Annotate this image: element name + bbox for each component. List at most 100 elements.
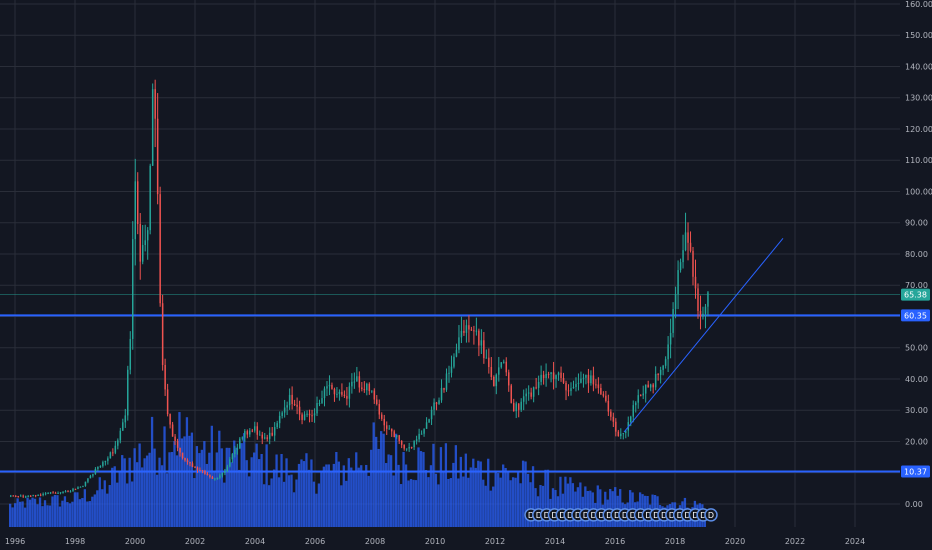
volume-bar bbox=[332, 463, 335, 527]
candle-body bbox=[92, 474, 94, 476]
candle-body bbox=[368, 383, 371, 392]
dividend-marker-label: D bbox=[677, 511, 683, 520]
y-tick-label: 20.00 bbox=[905, 437, 928, 446]
dividend-marker-label: D bbox=[575, 511, 581, 520]
candle-body bbox=[540, 374, 542, 382]
candle-body bbox=[114, 445, 117, 453]
candle-body bbox=[199, 469, 201, 471]
candle-body bbox=[647, 384, 649, 388]
candle-body bbox=[216, 477, 219, 479]
candle-body bbox=[127, 369, 129, 416]
candle-body bbox=[268, 432, 271, 439]
trend-line[interactable] bbox=[623, 238, 784, 433]
x-tick-label: 2014 bbox=[545, 537, 565, 546]
volume-bar bbox=[38, 497, 42, 527]
candle-body bbox=[704, 306, 707, 314]
candle-body bbox=[478, 330, 480, 346]
candle-body bbox=[72, 488, 74, 492]
y-tick-label: 160.00 bbox=[905, 0, 932, 9]
candle-body bbox=[570, 388, 572, 392]
candle-body bbox=[346, 396, 348, 399]
candle-body bbox=[580, 378, 582, 383]
trend-line-layer[interactable] bbox=[623, 238, 784, 433]
price-badge: 10.37 bbox=[901, 465, 930, 478]
candle-body bbox=[667, 344, 669, 360]
dividend-marker-label: D bbox=[645, 511, 651, 520]
candle-body bbox=[637, 395, 639, 403]
volume-bar bbox=[230, 462, 233, 527]
dividend-marker-label: D bbox=[630, 511, 636, 520]
candle-body bbox=[37, 494, 39, 496]
x-tick-label: 2018 bbox=[665, 537, 685, 546]
y-tick-label: 30.00 bbox=[905, 406, 928, 415]
candle-body bbox=[171, 424, 174, 437]
price-badge: 65.38 bbox=[901, 288, 930, 301]
candle-body bbox=[261, 434, 263, 439]
volume-bar bbox=[195, 446, 199, 527]
candle-body bbox=[231, 454, 234, 460]
candle-body bbox=[428, 419, 430, 423]
volume-bar bbox=[412, 479, 415, 527]
candle-body bbox=[281, 412, 283, 416]
candle-body bbox=[311, 415, 313, 417]
volume-bar bbox=[31, 497, 34, 527]
candle-body bbox=[405, 448, 408, 450]
volume-bar bbox=[68, 503, 72, 527]
candle-body bbox=[234, 449, 236, 455]
candle-body bbox=[605, 395, 607, 401]
candle-body bbox=[336, 393, 338, 395]
candle-body bbox=[174, 436, 176, 441]
candle-body bbox=[358, 376, 361, 388]
candle-body bbox=[595, 384, 597, 386]
volume-bar bbox=[340, 485, 343, 527]
dividend-marker-label: D bbox=[692, 511, 698, 520]
volume-bar bbox=[447, 478, 450, 527]
y-axis[interactable]: 0.0010.0020.0030.0040.0050.0060.0070.008… bbox=[905, 0, 932, 509]
candle-body bbox=[450, 366, 453, 373]
candle-body bbox=[682, 250, 684, 263]
volume-bar bbox=[51, 496, 54, 527]
dividend-marker-label: D bbox=[591, 511, 597, 520]
candle-body bbox=[495, 374, 498, 387]
x-tick-label: 2020 bbox=[725, 537, 745, 546]
candle-body bbox=[552, 372, 555, 380]
candle-body bbox=[610, 411, 612, 417]
candle-body bbox=[107, 458, 109, 461]
candle-body bbox=[458, 337, 460, 350]
volume-bar bbox=[504, 467, 507, 527]
candle-body bbox=[694, 276, 697, 289]
dividend-marker-label: D bbox=[637, 511, 643, 520]
volume-bar bbox=[83, 489, 86, 527]
volume-bar bbox=[96, 490, 99, 527]
candle-body bbox=[226, 466, 229, 471]
candle-body bbox=[532, 387, 535, 397]
candle-body bbox=[313, 413, 316, 416]
candle-body bbox=[343, 394, 346, 397]
candle-body bbox=[321, 398, 323, 404]
x-axis[interactable]: 1996 1998 2000 2002 2004 2006 2008 2010 2012 2014… bbox=[5, 537, 865, 546]
candle-body bbox=[697, 288, 699, 311]
y-tick-label: 120.00 bbox=[905, 125, 932, 134]
candle-body bbox=[550, 372, 552, 375]
volume-bar bbox=[584, 486, 587, 527]
candle-body bbox=[273, 427, 276, 436]
candle-body bbox=[475, 330, 478, 332]
candle-body bbox=[525, 393, 527, 397]
candle-body bbox=[224, 470, 226, 473]
volume-bar bbox=[43, 500, 47, 527]
volume-bar bbox=[526, 473, 530, 527]
volume-bar bbox=[240, 443, 243, 527]
candle-body bbox=[341, 391, 343, 395]
dividend-marker[interactable]: D bbox=[704, 508, 718, 522]
volume-bar bbox=[589, 490, 592, 527]
candle-body bbox=[119, 430, 122, 441]
volume-bar bbox=[427, 477, 430, 527]
candle-body bbox=[206, 474, 209, 476]
candle-body bbox=[301, 414, 303, 420]
volume-bar bbox=[108, 485, 111, 527]
volume-bar bbox=[474, 467, 477, 527]
candle-body bbox=[19, 495, 22, 497]
volume-bar bbox=[335, 451, 338, 527]
